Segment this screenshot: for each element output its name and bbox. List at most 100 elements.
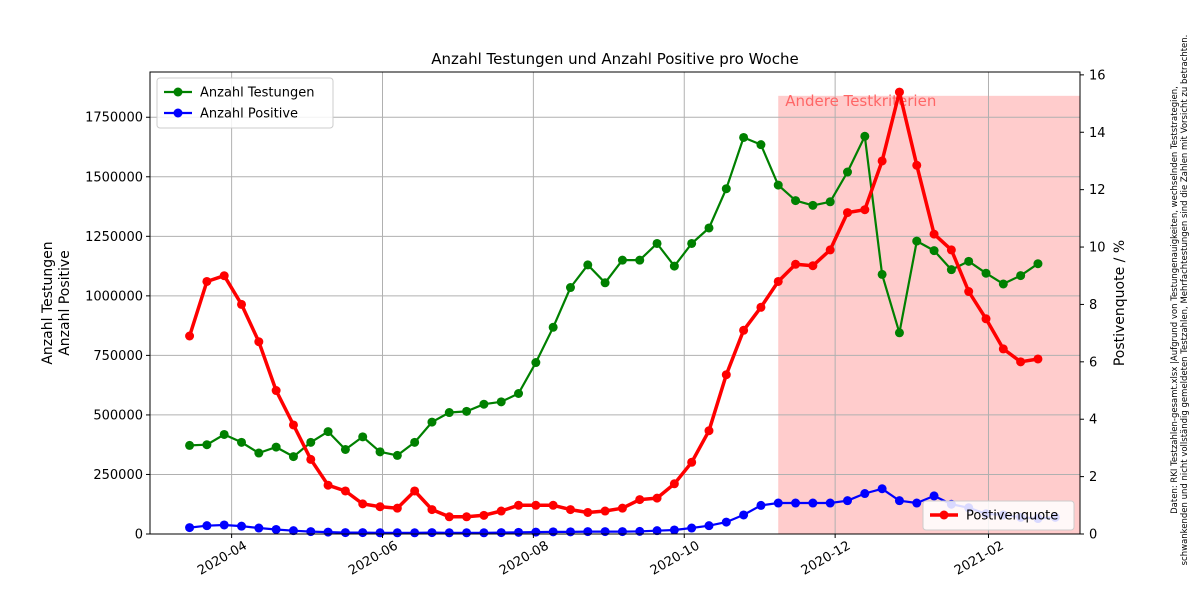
data-point-postivenquote	[946, 245, 956, 255]
y-left-tick-label: 1250000	[85, 230, 143, 245]
data-point-postivenquote	[600, 506, 610, 516]
y-axis-right-label: Postivenquote / %	[1112, 240, 1128, 366]
data-point-postivenquote	[548, 500, 558, 510]
data-point-anzahl-positive	[635, 526, 645, 536]
data-point-anzahl-positive	[340, 528, 350, 538]
data-point-anzahl-testungen	[652, 238, 662, 248]
data-point-anzahl-testungen	[340, 444, 350, 454]
data-point-anzahl-testungen	[687, 238, 697, 248]
data-point-anzahl-testungen	[773, 180, 783, 190]
data-point-anzahl-testungen	[392, 450, 402, 460]
data-point-postivenquote	[617, 503, 627, 513]
data-point-postivenquote	[358, 499, 368, 509]
legend-marker-anzahl-testungen	[173, 87, 183, 97]
y-right-tick-label: 2	[1089, 470, 1097, 485]
data-point-anzahl-testungen	[929, 246, 939, 256]
data-point-postivenquote	[462, 512, 472, 522]
y-left-tick-label: 750000	[93, 349, 143, 364]
data-point-anzahl-testungen	[704, 223, 714, 233]
data-point-anzahl-positive	[600, 527, 610, 537]
x-tick-label: 2021-02	[952, 538, 1007, 578]
data-point-anzahl-testungen	[323, 427, 333, 437]
y-left-tick-label: 500000	[93, 408, 143, 423]
plot-frame	[149, 71, 1081, 535]
data-point-anzahl-testungen	[998, 279, 1008, 289]
data-point-postivenquote	[825, 245, 835, 255]
data-point-anzahl-positive	[202, 521, 212, 531]
region-label: Andere Testkriterien	[785, 92, 936, 110]
data-point-anzahl-testungen	[912, 236, 922, 246]
grid	[150, 72, 1080, 535]
data-point-anzahl-testungen	[669, 261, 679, 271]
data-point-postivenquote	[998, 344, 1008, 354]
data-point-anzahl-positive	[185, 523, 195, 533]
data-point-postivenquote	[964, 287, 974, 297]
data-point-anzahl-positive	[514, 527, 524, 537]
y-right-tick-label: 8	[1089, 298, 1097, 313]
data-point-anzahl-positive	[825, 498, 835, 508]
data-point-postivenquote	[514, 500, 524, 510]
y-left-tick-label: 250000	[93, 468, 143, 483]
data-point-anzahl-testungen	[271, 442, 281, 452]
data-point-anzahl-testungen	[410, 437, 420, 447]
data-point-anzahl-positive	[721, 517, 731, 527]
data-point-anzahl-positive	[652, 526, 662, 536]
data-point-postivenquote	[652, 493, 662, 503]
data-point-postivenquote	[704, 426, 714, 436]
source-note-line-2: schwankenden und nicht vollständig gemel…	[1180, 35, 1190, 566]
data-point-anzahl-testungen	[964, 256, 974, 266]
y-right-tick-label: 0	[1089, 528, 1097, 543]
data-point-anzahl-testungen	[825, 197, 835, 207]
data-point-anzahl-positive	[565, 527, 575, 537]
data-point-anzahl-testungen	[877, 269, 887, 279]
data-point-postivenquote	[687, 457, 697, 467]
y-right-tick-label: 16	[1089, 68, 1106, 83]
data-point-anzahl-positive	[323, 527, 333, 537]
data-point-anzahl-positive	[427, 528, 437, 538]
series-postivenquote	[185, 87, 1043, 522]
data-point-anzahl-testungen	[739, 132, 749, 142]
series-anzahl-testungen	[185, 131, 1043, 462]
data-point-anzahl-testungen	[860, 131, 870, 141]
data-point-postivenquote	[860, 205, 870, 215]
data-point-anzahl-testungen	[635, 255, 645, 265]
legend-right: Postivenquote	[922, 500, 1075, 531]
legend-box	[922, 500, 1075, 531]
data-point-postivenquote	[912, 160, 922, 170]
x-tick-label: 2020-10	[648, 538, 703, 578]
data-point-anzahl-positive	[496, 528, 506, 538]
data-point-anzahl-testungen	[254, 448, 264, 458]
data-point-anzahl-testungen	[496, 397, 506, 407]
data-point-postivenquote	[254, 337, 264, 347]
data-point-postivenquote	[981, 314, 991, 324]
data-point-postivenquote	[565, 505, 575, 515]
data-point-anzahl-positive	[444, 528, 454, 538]
data-point-postivenquote	[479, 510, 489, 520]
data-point-anzahl-testungen	[617, 255, 627, 265]
data-point-postivenquote	[1033, 354, 1043, 364]
data-point-anzahl-positive	[237, 521, 247, 531]
data-point-anzahl-positive	[843, 496, 852, 506]
data-point-postivenquote	[791, 259, 801, 269]
legend-label-anzahl-positive: Anzahl Positive	[200, 107, 298, 122]
data-point-postivenquote	[340, 486, 350, 496]
legend-marker-anzahl-positive	[173, 108, 183, 118]
data-point-postivenquote	[306, 454, 316, 464]
data-point-postivenquote	[185, 331, 195, 341]
data-point-anzahl-positive	[548, 527, 558, 537]
data-point-anzahl-positive	[479, 528, 489, 538]
data-point-anzahl-testungen	[600, 278, 610, 288]
data-point-anzahl-testungen	[288, 452, 298, 462]
data-point-anzahl-positive	[704, 521, 714, 531]
data-point-postivenquote	[877, 156, 887, 166]
data-point-anzahl-positive	[306, 527, 316, 537]
data-point-anzahl-testungen	[237, 437, 247, 447]
x-tick-label: 2020-08	[497, 538, 552, 578]
x-tick-label: 2020-12	[799, 538, 854, 578]
data-point-anzahl-testungen	[843, 167, 852, 177]
data-point-anzahl-testungen	[808, 200, 818, 210]
data-point-anzahl-testungen	[462, 406, 472, 416]
y-left-tick-label: 1500000	[85, 170, 143, 185]
data-point-anzahl-positive	[219, 520, 229, 530]
data-point-postivenquote	[1016, 357, 1026, 367]
